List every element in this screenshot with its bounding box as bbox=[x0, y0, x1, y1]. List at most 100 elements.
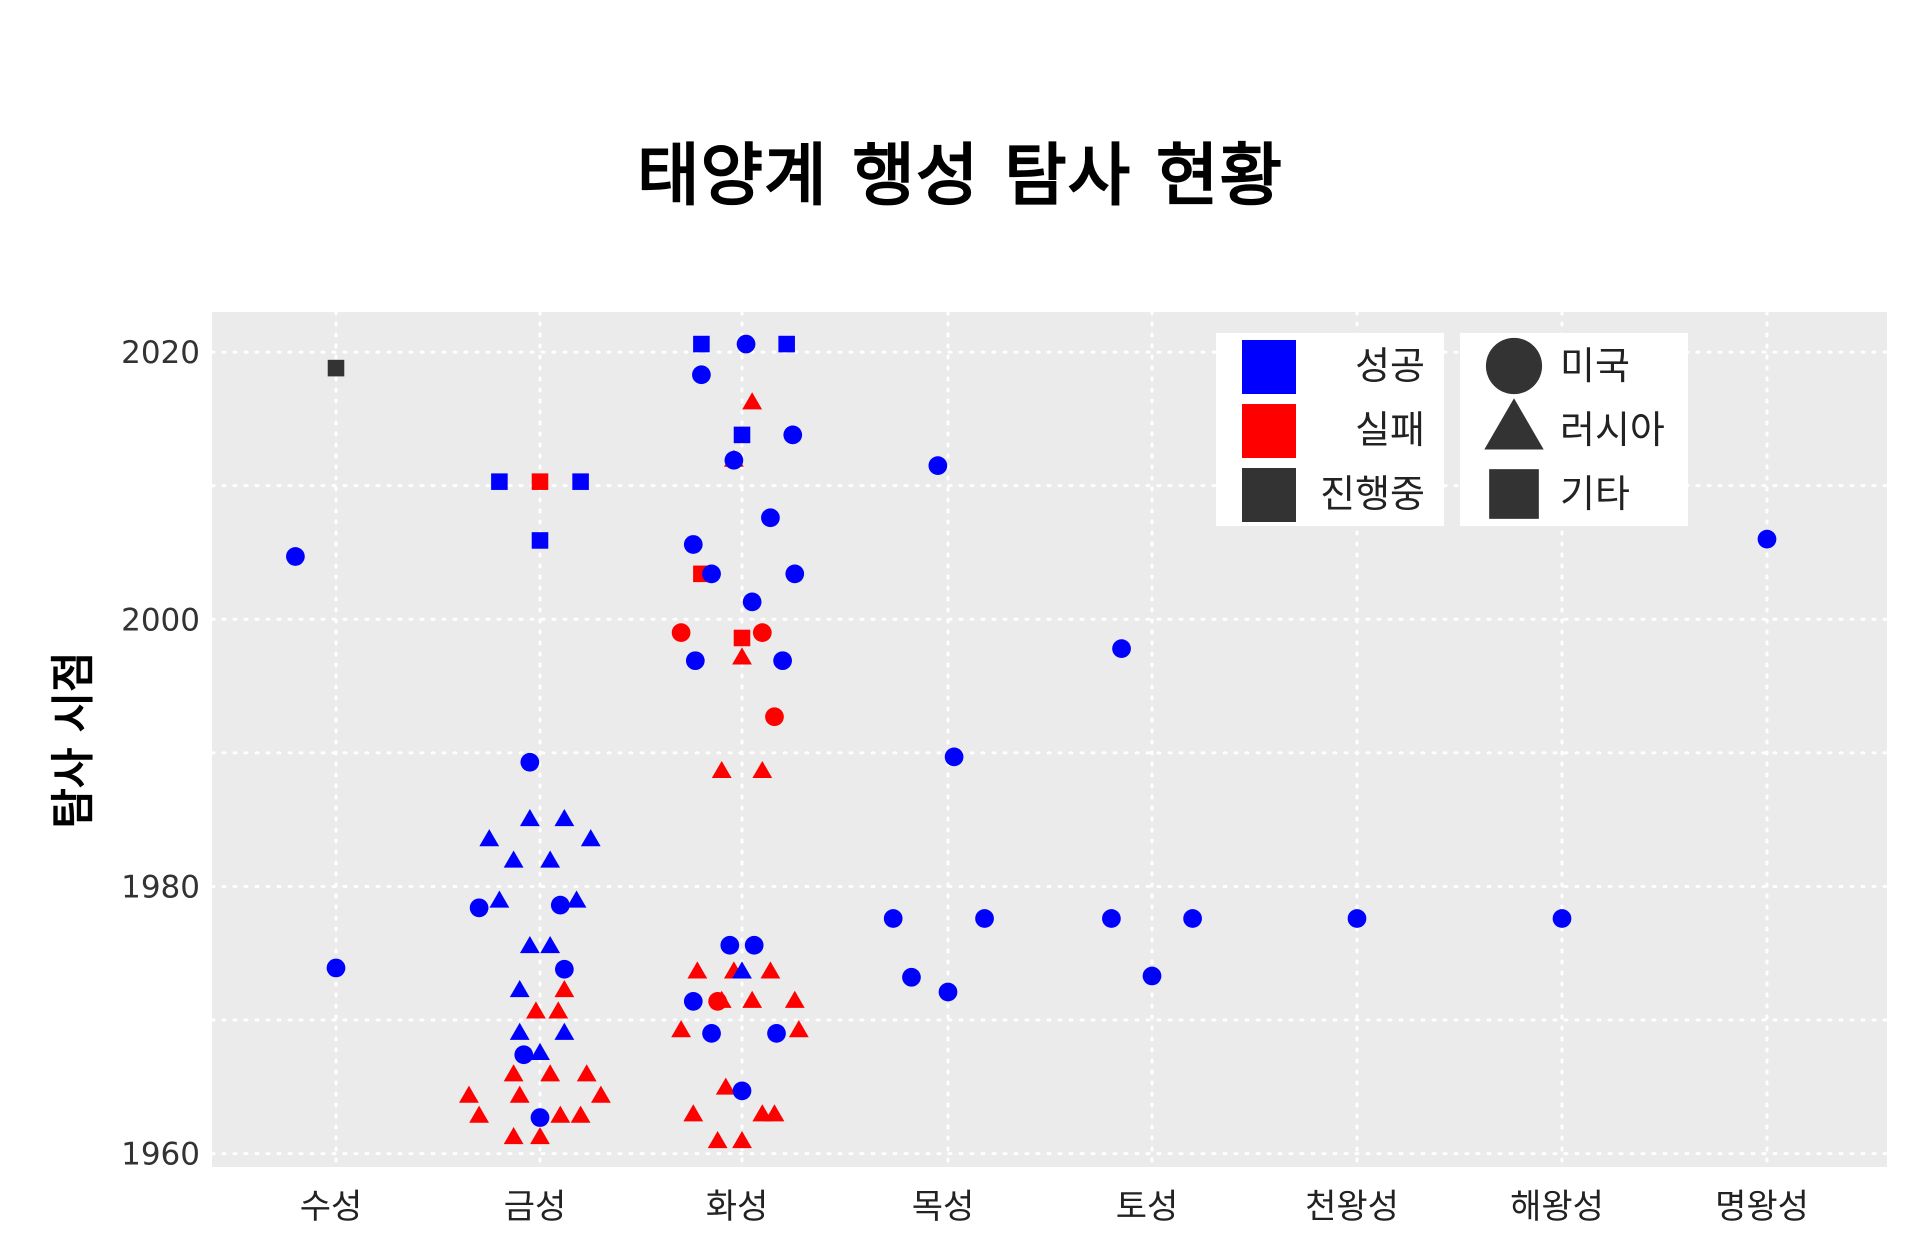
data-point bbox=[736, 334, 756, 354]
data-point bbox=[520, 752, 540, 772]
data-point bbox=[683, 535, 703, 554]
legend-key-status bbox=[1242, 404, 1296, 458]
data-point bbox=[944, 747, 964, 767]
data-point bbox=[530, 1127, 550, 1145]
y-tick-label: 2020 bbox=[121, 335, 200, 371]
legend-key-status bbox=[1242, 340, 1296, 394]
data-point bbox=[591, 1085, 611, 1103]
data-point bbox=[514, 1045, 534, 1065]
y-tick-label: 1960 bbox=[121, 1137, 200, 1173]
data-point bbox=[469, 898, 489, 918]
data-point bbox=[720, 935, 740, 955]
data-point bbox=[715, 1077, 736, 1095]
data-point bbox=[540, 935, 561, 954]
data-point bbox=[503, 850, 524, 868]
data-point bbox=[540, 850, 561, 868]
data-point bbox=[732, 1131, 752, 1149]
data-point bbox=[526, 1001, 546, 1019]
data-point bbox=[550, 1105, 571, 1123]
y-tick-label: 1980 bbox=[121, 869, 200, 905]
data-point bbox=[902, 967, 921, 987]
data-point bbox=[671, 623, 691, 642]
data-point bbox=[765, 707, 784, 727]
x-axis-ticks: 수성 금성 화성 목성 토성 천왕성 해왕성 명왕성 bbox=[300, 1187, 1809, 1227]
data-point bbox=[928, 456, 948, 475]
data-point bbox=[491, 473, 508, 490]
data-point bbox=[548, 1001, 569, 1019]
data-point bbox=[760, 961, 781, 979]
data-point bbox=[752, 760, 773, 779]
data-point bbox=[733, 426, 751, 444]
data-point bbox=[761, 508, 780, 528]
data-point bbox=[509, 1022, 530, 1040]
legend-label-status: 실패 bbox=[1355, 408, 1425, 452]
data-point bbox=[767, 1024, 786, 1043]
legend-key-agency bbox=[1484, 398, 1544, 450]
legend-label-agency: 미국 bbox=[1560, 344, 1630, 388]
legend-label-status: 성공 bbox=[1355, 344, 1425, 388]
data-point bbox=[742, 392, 763, 410]
data-point bbox=[742, 990, 763, 1008]
data-point bbox=[503, 1064, 524, 1082]
data-point bbox=[509, 1085, 530, 1103]
data-point bbox=[327, 359, 345, 377]
x-tick-label: 금성 bbox=[504, 1187, 567, 1227]
data-point bbox=[554, 980, 575, 998]
y-axis-ticks: 1960 1980 2000 2020 bbox=[121, 335, 200, 1173]
data-point bbox=[326, 958, 346, 978]
data-point bbox=[883, 909, 903, 928]
data-points bbox=[286, 334, 1777, 1149]
data-point bbox=[784, 990, 805, 1008]
data-point bbox=[687, 961, 708, 979]
data-point bbox=[707, 1131, 728, 1149]
data-point bbox=[1102, 909, 1121, 928]
data-point bbox=[732, 1081, 752, 1101]
legend-label-status: 진행중 bbox=[1320, 472, 1425, 516]
data-point bbox=[683, 991, 703, 1011]
data-point bbox=[519, 809, 540, 827]
data-point bbox=[572, 473, 589, 490]
data-point bbox=[469, 1105, 489, 1123]
data-point bbox=[733, 629, 751, 647]
legend-key-status bbox=[1242, 468, 1296, 522]
x-tick-label: 해왕성 bbox=[1510, 1187, 1604, 1227]
data-point bbox=[778, 335, 795, 353]
data-point bbox=[752, 623, 772, 642]
data-point bbox=[540, 1064, 561, 1082]
data-point bbox=[788, 1020, 809, 1038]
data-point bbox=[509, 980, 530, 998]
data-point bbox=[711, 990, 732, 1008]
data-point bbox=[531, 532, 549, 549]
data-point bbox=[938, 982, 958, 1002]
data-point bbox=[1552, 909, 1572, 928]
data-point bbox=[1112, 639, 1131, 659]
data-point bbox=[975, 909, 994, 928]
data-point bbox=[566, 890, 587, 908]
data-point bbox=[685, 651, 705, 671]
data-point bbox=[489, 890, 510, 908]
data-point bbox=[732, 961, 752, 979]
data-point bbox=[530, 1042, 550, 1060]
data-point bbox=[732, 647, 752, 665]
y-tick-label: 2000 bbox=[121, 602, 200, 638]
data-point bbox=[773, 651, 792, 671]
data-point bbox=[702, 1024, 721, 1043]
legend-key-agency bbox=[1485, 337, 1543, 395]
data-point bbox=[286, 547, 305, 566]
legend-key-agency bbox=[1489, 469, 1539, 519]
data-point bbox=[479, 829, 500, 847]
data-point bbox=[683, 1104, 704, 1122]
chart-title: 태양계 행성 탐사 현황 bbox=[636, 137, 1284, 216]
x-tick-label: 화성 bbox=[706, 1187, 769, 1227]
legend-label-agency: 러시아 bbox=[1560, 408, 1665, 452]
legend-label-agency: 기타 bbox=[1560, 472, 1630, 516]
data-point bbox=[570, 1105, 591, 1123]
data-point bbox=[693, 335, 710, 353]
y-axis-title: 탐사 시점 bbox=[48, 651, 99, 828]
data-point bbox=[555, 959, 574, 979]
data-point bbox=[503, 1127, 524, 1145]
x-tick-label: 수성 bbox=[300, 1187, 363, 1227]
data-point bbox=[1757, 529, 1777, 549]
